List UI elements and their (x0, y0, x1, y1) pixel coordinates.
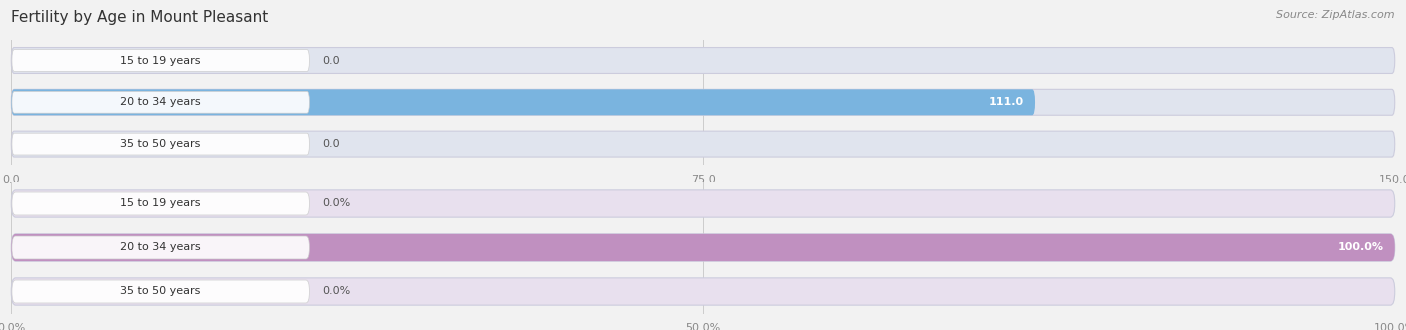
Text: 15 to 19 years: 15 to 19 years (120, 199, 200, 209)
Text: 15 to 19 years: 15 to 19 years (120, 55, 200, 65)
FancyBboxPatch shape (11, 91, 309, 113)
FancyBboxPatch shape (11, 89, 1395, 115)
Text: 111.0: 111.0 (988, 97, 1024, 107)
FancyBboxPatch shape (11, 131, 1395, 157)
FancyBboxPatch shape (11, 280, 309, 303)
Text: 20 to 34 years: 20 to 34 years (120, 243, 200, 252)
FancyBboxPatch shape (11, 236, 309, 259)
FancyBboxPatch shape (11, 278, 1395, 305)
FancyBboxPatch shape (11, 48, 1395, 74)
Text: Source: ZipAtlas.com: Source: ZipAtlas.com (1277, 10, 1395, 20)
Text: 0.0%: 0.0% (322, 286, 350, 296)
FancyBboxPatch shape (11, 234, 1395, 261)
FancyBboxPatch shape (11, 89, 1035, 115)
Text: 0.0: 0.0 (322, 55, 340, 65)
Text: 0.0%: 0.0% (322, 199, 350, 209)
Text: 35 to 50 years: 35 to 50 years (120, 139, 200, 149)
Text: 100.0%: 100.0% (1337, 243, 1384, 252)
Text: Fertility by Age in Mount Pleasant: Fertility by Age in Mount Pleasant (11, 10, 269, 25)
Text: 20 to 34 years: 20 to 34 years (120, 97, 200, 107)
FancyBboxPatch shape (11, 234, 1395, 261)
Text: 0.0: 0.0 (322, 139, 340, 149)
FancyBboxPatch shape (11, 50, 309, 71)
FancyBboxPatch shape (11, 133, 309, 155)
Text: 35 to 50 years: 35 to 50 years (120, 286, 200, 296)
FancyBboxPatch shape (11, 190, 1395, 217)
FancyBboxPatch shape (11, 192, 309, 215)
